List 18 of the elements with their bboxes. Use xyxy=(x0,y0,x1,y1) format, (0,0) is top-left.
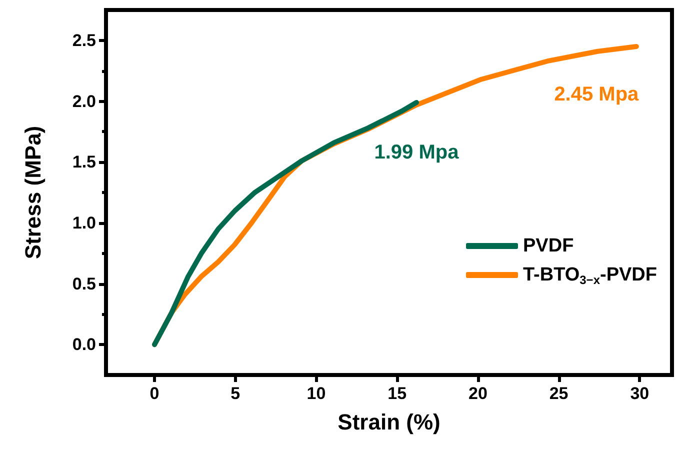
annotation: 1.99 Mpa xyxy=(374,141,460,164)
annotation: 2.45 Mpa xyxy=(554,84,640,106)
x-axis-title: Strain (%) xyxy=(338,410,440,434)
x-tick-label: 15 xyxy=(388,384,407,403)
y-tick-label: 1.5 xyxy=(72,152,96,172)
y-tick-label: 2.0 xyxy=(72,92,96,111)
x-tick-label: 25 xyxy=(549,384,568,403)
y-tick-label: 0.0 xyxy=(72,335,96,354)
y-tick-label: 0.5 xyxy=(72,274,96,294)
x-tick-label: 10 xyxy=(306,384,326,403)
x-tick-label: 30 xyxy=(630,384,650,403)
x-tick-label: 20 xyxy=(468,384,488,403)
y-tick-label: 2.5 xyxy=(72,30,96,50)
y-tick-label: 1.0 xyxy=(72,213,96,232)
legend-label: PVDF xyxy=(522,236,574,256)
y-axis-title: Stress (MPa) xyxy=(20,126,46,260)
x-tick-label: 0 xyxy=(150,384,160,403)
x-tick-label: 5 xyxy=(230,384,240,403)
